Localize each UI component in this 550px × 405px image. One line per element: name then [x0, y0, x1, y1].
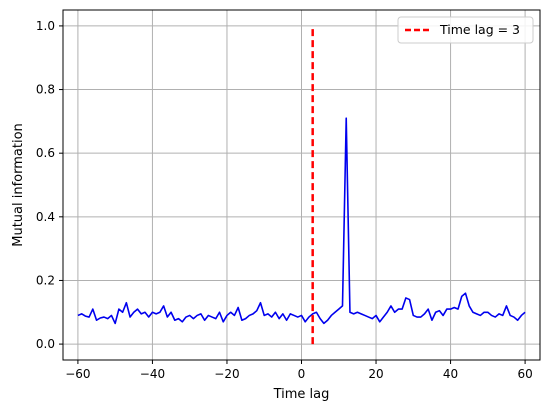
- y-tick-label: 0.2: [36, 273, 55, 287]
- legend: Time lag = 3: [397, 16, 534, 44]
- y-axis-label: Mutual information: [11, 123, 26, 247]
- series-layer: [77, 25, 526, 345]
- x-tick-label: −20: [214, 367, 239, 381]
- mutual-information-series-line: [77, 117, 526, 325]
- x-tick-label: 60: [517, 367, 532, 381]
- x-axis-label: Time lag: [273, 387, 330, 402]
- y-tick-label: 0.4: [36, 210, 55, 224]
- y-tick-label: 1.0: [36, 19, 55, 33]
- y-tick-label: 0.8: [36, 83, 55, 97]
- legend-entry-label: Time lag = 3: [439, 22, 520, 37]
- x-tick-label: 20: [368, 367, 383, 381]
- y-tick-label: 0.6: [36, 146, 55, 160]
- x-tick-label: −40: [140, 367, 165, 381]
- ticks: −60 −40 −20 0 20 40 60 0.0 0.2 0.4 0.6 0.8 1.0: [36, 19, 533, 381]
- legend-box: [397, 16, 534, 44]
- x-tick-label: −60: [65, 367, 90, 381]
- x-tick-label: 0: [298, 367, 306, 381]
- grid: [63, 10, 540, 360]
- x-tick-label: 40: [443, 367, 458, 381]
- y-tick-label: 0.0: [36, 337, 55, 351]
